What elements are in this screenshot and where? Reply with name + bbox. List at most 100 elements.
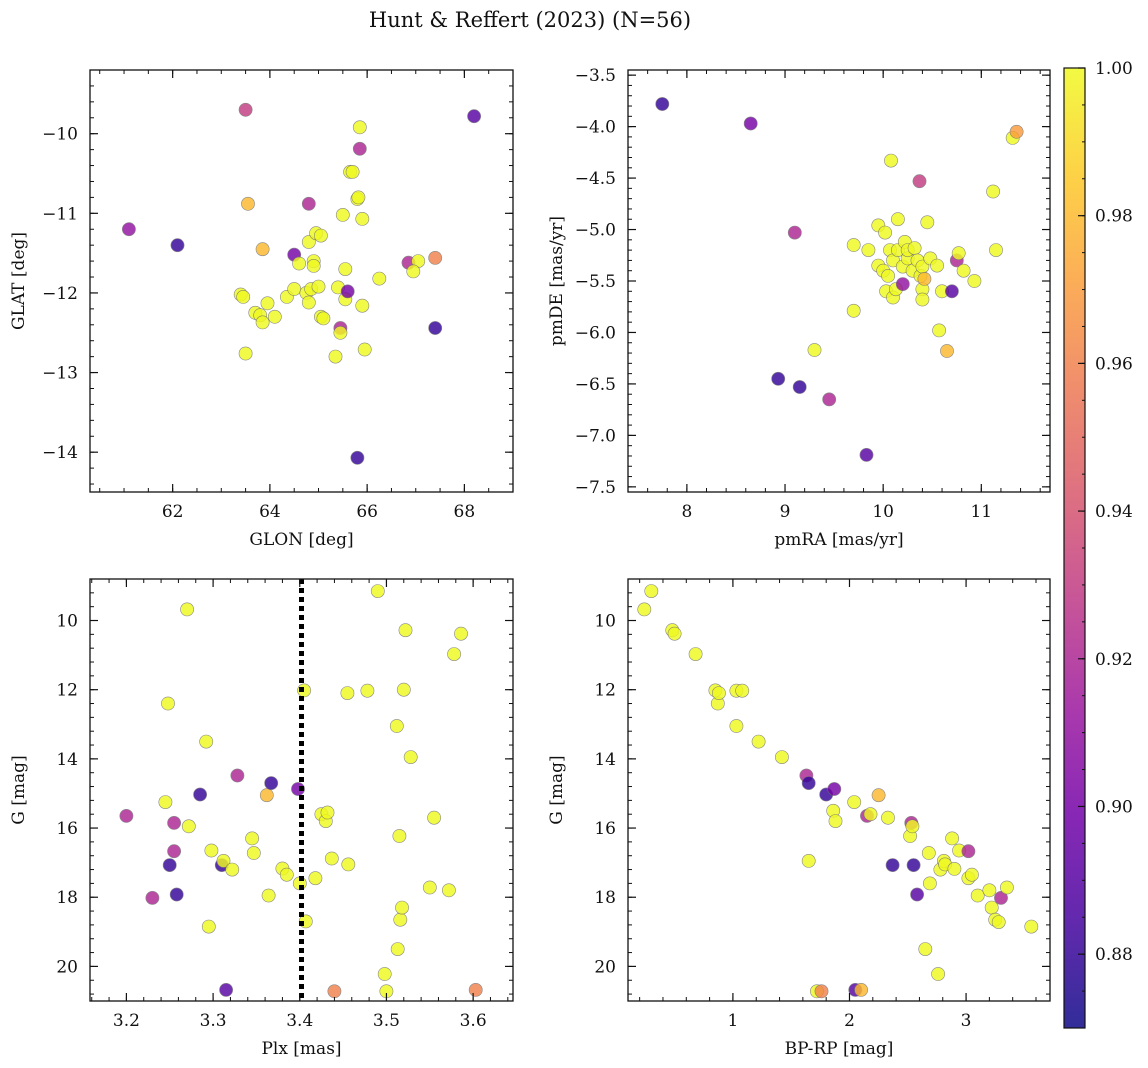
data-point	[389, 719, 404, 733]
data-point	[259, 788, 274, 803]
y-axis-label: pmDE [mas/yr]	[547, 216, 567, 346]
data-point	[945, 284, 959, 299]
y-axis-label: G [mag]	[9, 755, 29, 824]
x-tick-label: 3	[961, 1011, 972, 1031]
colorbar-tick-label: 0.96	[1095, 354, 1133, 374]
panel-glat-vs-glon: 62 64 66 68 −10 −11 −12 −13 −14 GLON [deg] GLAT [d…	[9, 69, 514, 550]
data-point	[395, 900, 409, 915]
data-point	[267, 309, 282, 324]
data-point	[351, 190, 366, 205]
data-point	[965, 867, 979, 882]
x-axis-label: BP-RP [mag]	[785, 1039, 894, 1059]
data-point	[468, 983, 483, 997]
colorbar-tick-label: 1.00	[1095, 59, 1133, 79]
data-point	[895, 277, 910, 291]
data-point	[688, 647, 703, 661]
y-tick-label: 10	[594, 612, 616, 632]
data-point	[907, 241, 922, 255]
data-point	[961, 844, 976, 859]
data-point	[644, 584, 659, 598]
x-tick-label: 3.4	[286, 1011, 313, 1031]
data-point	[308, 871, 323, 886]
data-point	[967, 274, 982, 288]
data-point	[180, 602, 194, 617]
y-tick-label: −6.0	[575, 323, 616, 343]
data-point	[335, 207, 350, 222]
data-point	[393, 912, 408, 927]
colorbar-gradient	[1064, 68, 1085, 1028]
data-point	[328, 349, 343, 364]
data-point	[301, 295, 316, 310]
data-point	[427, 810, 441, 825]
data-point	[230, 768, 245, 783]
data-point	[931, 967, 945, 981]
data-point	[279, 867, 294, 882]
data-point	[863, 807, 878, 822]
x-tick-label: 2	[844, 1011, 855, 1031]
data-point	[292, 256, 306, 271]
points	[121, 102, 481, 465]
data-point	[199, 734, 214, 749]
data-point	[667, 626, 682, 641]
data-point	[655, 97, 670, 111]
data-point	[915, 292, 930, 307]
data-point	[801, 854, 816, 868]
y-tick-label: −4.5	[575, 169, 616, 189]
x-tick-label: 8	[681, 502, 692, 522]
y-tick-label: 18	[594, 888, 616, 908]
data-point	[377, 967, 392, 981]
data-point	[372, 271, 387, 286]
x-tick-label: 10	[872, 502, 894, 522]
data-point	[932, 323, 946, 338]
x-tick-label: 3.2	[113, 1011, 140, 1031]
data-point	[167, 816, 181, 830]
x-tick-label: 9	[780, 502, 791, 522]
data-point	[324, 851, 339, 866]
data-point	[854, 983, 868, 997]
axes-frame	[89, 578, 514, 1002]
data-point	[921, 846, 936, 860]
data-point	[119, 809, 134, 823]
y-tick-label: 18	[56, 888, 78, 908]
data-point	[201, 919, 216, 934]
data-point	[828, 814, 843, 828]
data-point	[145, 891, 160, 905]
y-tick-label: −5.5	[575, 272, 616, 292]
data-point	[161, 696, 175, 711]
data-point	[291, 782, 305, 796]
data-point	[341, 857, 356, 872]
y-tick-label: 14	[594, 750, 616, 770]
data-point	[1024, 919, 1039, 934]
data-point	[355, 211, 370, 226]
data-point	[357, 342, 372, 357]
colorbar-tick-label: 0.98	[1095, 207, 1133, 227]
panel-g-vs-plx: 3.2 3.3 3.4 3.5 3.6 10 12 14 16 18 20 Plx [mas] G [m…	[9, 578, 514, 1059]
data-point	[923, 876, 937, 891]
data-point	[881, 810, 895, 825]
data-point	[881, 268, 895, 283]
scatter-panels: 62 64 66 68 −10 −11 −12 −13 −14 GLON [deg] GLAT [d…	[9, 66, 1051, 1059]
data-point	[255, 242, 270, 257]
data-point	[827, 782, 842, 796]
colorbar-tick-label: 0.90	[1095, 797, 1133, 817]
data-point	[338, 262, 353, 276]
points	[655, 97, 1024, 462]
data-point	[945, 831, 959, 846]
x-tick-label: 66	[356, 502, 378, 522]
data-point	[355, 298, 370, 313]
data-point	[847, 795, 862, 809]
data-point	[1000, 880, 1014, 895]
data-point	[219, 983, 233, 997]
data-point	[350, 450, 365, 465]
axes-frame	[627, 578, 1051, 1002]
data-point	[930, 258, 944, 273]
data-point	[891, 212, 905, 227]
x-tick-label: 68	[454, 502, 476, 522]
data-point	[947, 862, 962, 876]
y-tick-label: −11	[42, 204, 78, 224]
data-point	[986, 184, 1000, 199]
data-point	[743, 116, 758, 131]
data-point	[352, 141, 367, 156]
data-point	[403, 750, 418, 764]
